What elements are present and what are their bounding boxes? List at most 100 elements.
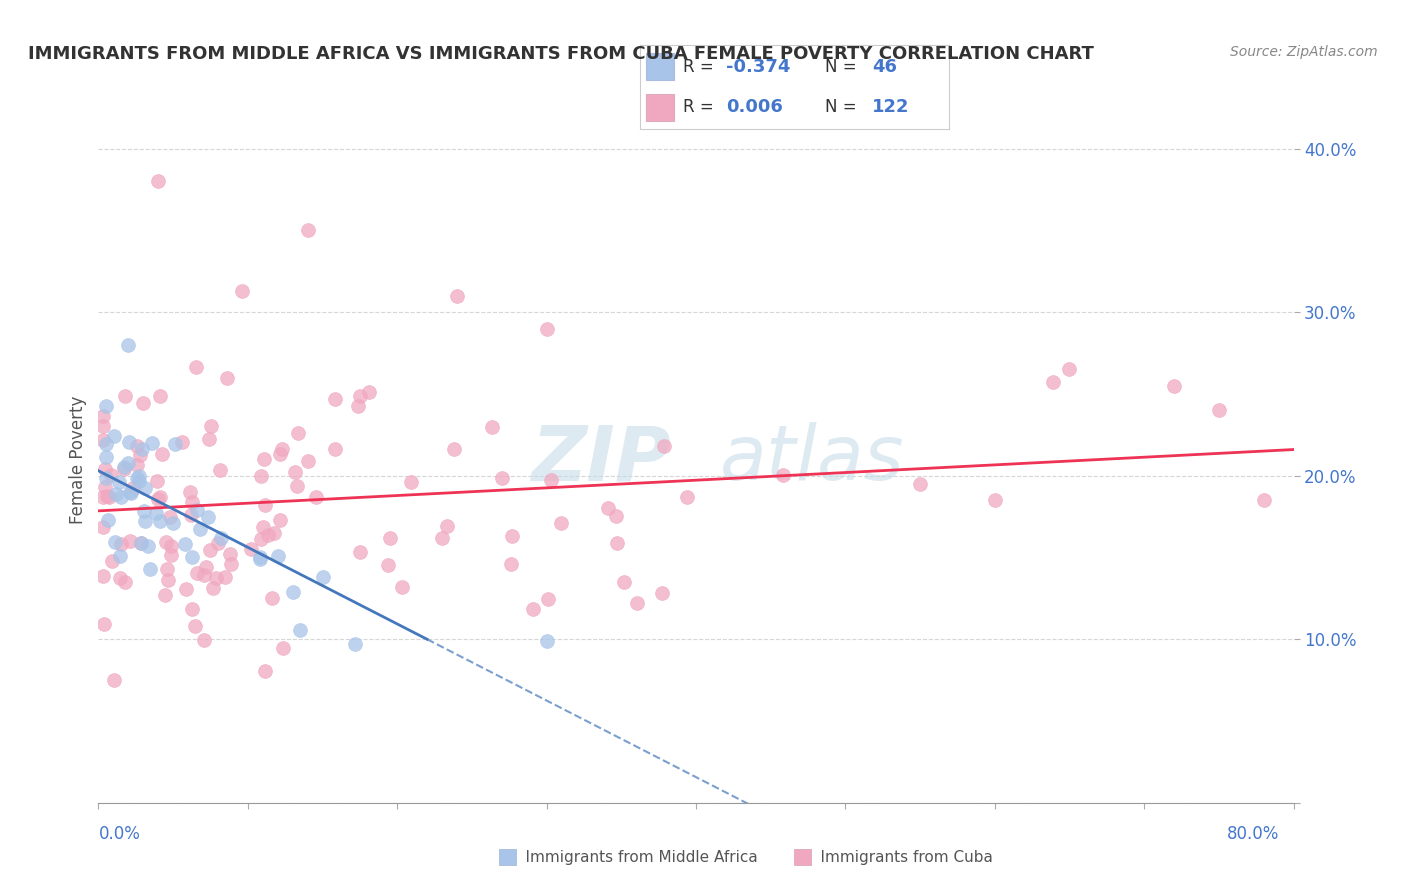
Point xyxy=(149,388,172,402)
Point xyxy=(596,500,619,515)
Point xyxy=(132,504,155,518)
Point xyxy=(443,442,465,456)
Point xyxy=(94,471,117,485)
Point xyxy=(128,469,150,483)
Point xyxy=(311,570,333,584)
Point xyxy=(297,454,319,468)
Point xyxy=(122,481,145,495)
Text: Source: ZipAtlas.com: Source: ZipAtlas.com xyxy=(1230,45,1378,59)
Point xyxy=(256,528,278,542)
Point xyxy=(207,536,229,550)
Point xyxy=(125,439,148,453)
Point xyxy=(114,462,136,476)
Point xyxy=(652,440,675,454)
Point xyxy=(231,284,253,298)
Point xyxy=(91,520,114,534)
Point xyxy=(157,573,180,587)
Point xyxy=(93,480,115,494)
Point xyxy=(297,223,319,237)
Point xyxy=(180,508,202,522)
Point xyxy=(550,516,572,531)
Point xyxy=(179,484,201,499)
Point xyxy=(198,543,221,558)
Point xyxy=(253,452,276,467)
Point xyxy=(284,465,307,479)
Point xyxy=(148,174,170,188)
Point xyxy=(114,575,136,590)
Point xyxy=(287,426,309,441)
Point xyxy=(93,616,115,631)
Point xyxy=(536,633,558,648)
Point xyxy=(141,436,163,450)
Point xyxy=(180,495,202,509)
Point xyxy=(209,463,232,477)
Point xyxy=(134,514,156,528)
Point xyxy=(160,548,183,562)
Y-axis label: Female Poverty: Female Poverty xyxy=(69,395,87,524)
Point xyxy=(343,637,366,651)
Point xyxy=(186,566,208,580)
Point xyxy=(501,529,523,543)
Point xyxy=(136,539,159,553)
Point xyxy=(651,586,673,600)
Point xyxy=(148,491,170,506)
Point xyxy=(197,510,219,524)
Point xyxy=(145,475,167,489)
Point xyxy=(186,502,208,516)
Point xyxy=(173,537,195,551)
Point xyxy=(195,560,218,574)
Point xyxy=(430,532,453,546)
Point xyxy=(101,554,124,568)
Point xyxy=(249,549,271,564)
Point xyxy=(108,571,131,585)
Point xyxy=(94,450,117,464)
Point xyxy=(612,574,634,589)
Point xyxy=(156,562,179,576)
Point xyxy=(184,360,207,375)
Point xyxy=(676,490,699,504)
Point xyxy=(103,429,125,443)
Point xyxy=(97,513,120,527)
Point xyxy=(772,467,794,482)
Point xyxy=(193,632,215,647)
Point xyxy=(160,539,183,553)
Point xyxy=(254,664,277,678)
Text: N =: N = xyxy=(825,98,862,116)
Point xyxy=(94,462,117,476)
Point xyxy=(127,471,149,485)
Point xyxy=(522,602,544,616)
Text: 0.0%: 0.0% xyxy=(98,825,141,843)
Point xyxy=(112,460,135,475)
Text: N =: N = xyxy=(825,58,862,76)
Point xyxy=(201,581,224,595)
Point xyxy=(103,673,125,687)
Point xyxy=(152,447,174,461)
Text: 122: 122 xyxy=(872,98,910,116)
FancyBboxPatch shape xyxy=(645,94,673,120)
Point xyxy=(128,475,150,489)
Point xyxy=(1208,403,1230,417)
Point xyxy=(605,509,627,524)
Point xyxy=(153,588,176,602)
Point xyxy=(446,289,468,303)
Point xyxy=(162,516,184,531)
Point xyxy=(97,490,120,504)
Point xyxy=(263,526,285,541)
Text: R =: R = xyxy=(683,58,718,76)
Point xyxy=(215,371,238,385)
Point xyxy=(91,409,114,423)
Point xyxy=(391,580,413,594)
Point xyxy=(172,435,194,450)
Point xyxy=(399,475,422,490)
Point xyxy=(252,520,274,534)
Point xyxy=(117,456,139,470)
Point xyxy=(120,485,142,500)
Point xyxy=(239,541,262,556)
Point xyxy=(139,562,162,576)
Point xyxy=(184,619,207,633)
Point xyxy=(96,489,118,503)
Point xyxy=(181,602,204,616)
Point xyxy=(129,535,152,549)
Point xyxy=(159,510,181,524)
Point xyxy=(285,479,308,493)
